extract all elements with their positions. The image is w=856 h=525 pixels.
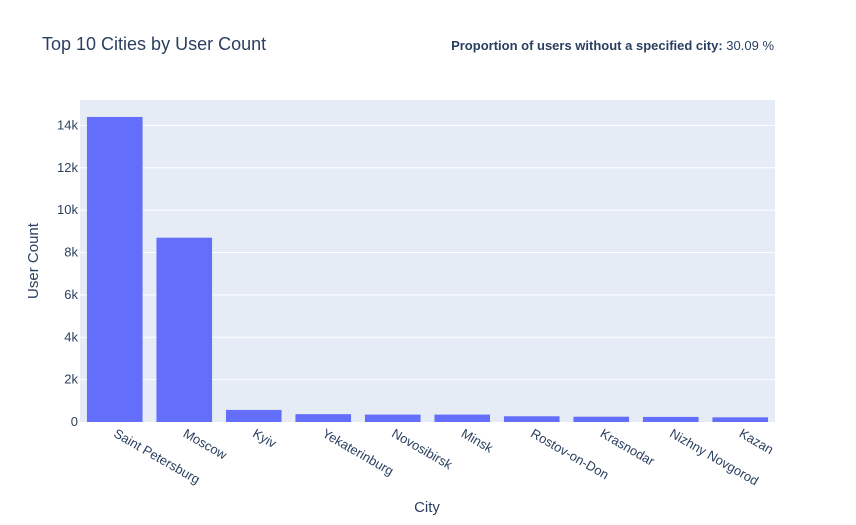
x-tick-label: Moscow: [181, 426, 230, 463]
bar[interactable]: [573, 416, 630, 422]
x-tick-label: Yekaterinburg: [320, 426, 397, 479]
x-tick-label: Novosibirsk: [389, 426, 455, 473]
bar[interactable]: [225, 409, 282, 422]
bars: [86, 116, 769, 423]
y-tick-label: 4k: [64, 329, 78, 344]
y-tick-label: 8k: [64, 245, 78, 260]
y-tick-label: 14k: [57, 117, 78, 132]
x-axis-title: City: [414, 499, 440, 516]
bar[interactable]: [503, 416, 560, 422]
y-tick-label: 2k: [64, 372, 78, 387]
x-tick-label: Kazan: [737, 426, 776, 457]
bar[interactable]: [86, 116, 143, 423]
x-tick-label: Kyiv: [250, 426, 279, 452]
x-tick-label: Rostov-on-Don: [528, 426, 611, 483]
bar[interactable]: [642, 416, 699, 422]
x-tick-label: Krasnodar: [598, 426, 658, 469]
bar[interactable]: [156, 237, 213, 422]
bar[interactable]: [434, 414, 491, 422]
chart-title: Top 10 Cities by User Count: [42, 34, 266, 54]
x-tick-label: Minsk: [459, 426, 496, 456]
bar[interactable]: [712, 417, 769, 422]
y-axis-ticks: 0 2k 4k 6k 8k 10k 12k 14k: [57, 117, 78, 429]
bar[interactable]: [295, 414, 352, 422]
y-axis-title: User Count: [25, 222, 42, 299]
y-tick-label: 6k: [64, 287, 78, 302]
missing-city-annotation: Proportion of users without a specified …: [451, 38, 774, 53]
annotation-value: 30.09 %: [726, 38, 774, 53]
y-tick-label: 10k: [57, 202, 78, 217]
bar[interactable]: [364, 414, 421, 422]
annotation-label: Proportion of users without a specified …: [451, 38, 723, 53]
y-tick-label: 12k: [57, 160, 78, 175]
y-tick-label: 0: [71, 414, 78, 429]
